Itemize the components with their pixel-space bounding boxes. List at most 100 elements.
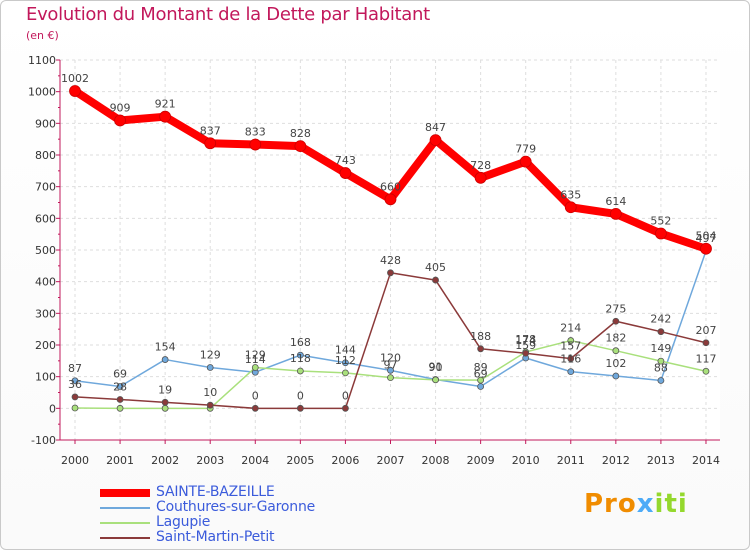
data-point-s0-10: [519, 155, 532, 168]
data-label-s2-13: 149: [650, 342, 671, 355]
data-label-s2-14: 117: [695, 352, 716, 365]
data-label-s0-7: 660: [380, 180, 401, 193]
data-label-s1-6: 144: [335, 344, 356, 357]
data-label-s3-11: 157: [560, 340, 581, 353]
data-point-s1-7: [387, 366, 394, 374]
legend-item-0: SAINTE-BAZEILLE: [100, 484, 400, 500]
data-label-s0-3: 837: [200, 124, 221, 137]
x-tick-label: 2005: [286, 454, 314, 467]
chart-title: Evolution du Montant de la Dette par Hab…: [26, 4, 430, 25]
legend-label: SAINTE-BAZEILLE: [156, 484, 275, 500]
data-point-s2-2: [161, 404, 169, 412]
data-label-s1-12: 102: [605, 357, 626, 370]
chart-legend: SAINTE-BAZEILLE Couthures-sur-Garonne Lagu…: [100, 484, 400, 545]
data-label-s3-2: 19: [158, 383, 172, 396]
data-label-s2-10: 178: [515, 333, 536, 346]
data-label-s2-6: 112: [335, 354, 356, 367]
data-point-s3-11: [567, 355, 575, 363]
legend-label: Couthures-sur-Garonne: [156, 499, 316, 515]
data-point-s0-12: [609, 207, 622, 220]
legend-swatch: [100, 507, 150, 509]
data-label-s3-7: 428: [380, 254, 401, 267]
data-point-s1-6: [342, 359, 349, 367]
data-point-s2-4: [251, 364, 259, 371]
y-tick-label: 1100: [28, 54, 56, 67]
data-point-s0-3: [204, 137, 217, 150]
data-label-s0-0: 1002: [61, 72, 89, 85]
data-point-s0-4: [249, 138, 262, 151]
data-point-s1-2: [161, 356, 169, 363]
data-label-s3-9: 188: [470, 330, 491, 343]
data-point-s1-11: [567, 368, 575, 376]
x-tick-label: 2011: [557, 454, 585, 467]
y-tick-label: 300: [35, 307, 56, 320]
data-point-s3-9: [477, 345, 485, 353]
data-point-s1-3: [206, 364, 214, 371]
data-point-s0-14: [700, 242, 712, 255]
data-label-s3-10: 174: [515, 334, 536, 347]
data-point-s0-0: [69, 85, 81, 97]
data-label-s0-6: 743: [335, 154, 356, 167]
data-point-s1-13: [657, 377, 665, 384]
data-point-s0-5: [294, 140, 307, 153]
data-point-s3-6: [342, 404, 349, 412]
legend-item-2: Lagupie: [100, 514, 400, 530]
x-tick-label: 2000: [61, 454, 89, 467]
data-point-s3-3: [206, 401, 214, 409]
data-point-s2-12: [612, 347, 620, 355]
data-point-s3-13: [657, 328, 665, 336]
y-tick-label: 0: [49, 402, 56, 415]
data-label-s3-14: 207: [695, 324, 716, 337]
data-label-s2-12: 182: [605, 332, 626, 345]
data-label-s0-11: 635: [560, 188, 581, 201]
proxiti-logo: Proxiti: [584, 489, 688, 519]
data-label-s0-10: 779: [515, 143, 536, 156]
data-label-s1-3: 129: [200, 348, 221, 361]
data-point-s0-8: [429, 134, 442, 147]
x-tick-label: 2003: [196, 454, 224, 467]
data-label-s2-4: 129: [245, 348, 266, 361]
data-point-s1-5: [296, 351, 304, 359]
data-point-s0-6: [339, 167, 352, 179]
data-point-s0-2: [159, 110, 172, 123]
data-label-s3-13: 242: [650, 313, 671, 326]
data-point-s3-0: [71, 393, 79, 401]
y-tick-label: -100: [31, 434, 56, 447]
data-label-s0-9: 728: [470, 159, 491, 172]
data-point-s1-9: [477, 383, 485, 390]
data-point-s2-5: [296, 367, 304, 375]
data-point-s0-9: [474, 171, 487, 184]
data-point-s3-14: [702, 339, 710, 347]
data-point-s3-8: [432, 276, 439, 284]
data-label-s0-2: 921: [155, 98, 176, 111]
data-label-s1-1: 69: [113, 367, 127, 380]
x-tick-label: 2007: [376, 454, 404, 467]
data-point-s3-1: [116, 396, 124, 403]
legend-swatch: [100, 522, 150, 524]
data-label-s1-9: 69: [474, 367, 488, 380]
data-point-s0-7: [384, 193, 397, 206]
data-point-s3-5: [296, 404, 304, 412]
data-label-s3-4: 0: [252, 389, 259, 402]
x-tick-label: 2012: [602, 454, 630, 467]
data-label-s1-14: 497: [695, 232, 716, 245]
data-label-s1-11: 116: [560, 353, 581, 366]
y-tick-label: 500: [35, 244, 56, 257]
y-tick-label: 400: [35, 276, 56, 289]
data-label-s3-12: 275: [605, 302, 626, 315]
data-point-s1-12: [612, 372, 620, 380]
legend-label: Saint-Martin-Petit: [156, 529, 275, 545]
x-tick-label: 2008: [422, 454, 450, 467]
data-label-s0-4: 833: [245, 126, 266, 139]
x-tick-label: 2002: [151, 454, 179, 467]
data-label-s1-10: 159: [515, 339, 536, 352]
data-point-s1-0: [71, 377, 79, 385]
data-label-s0-12: 614: [605, 195, 626, 208]
y-tick-label: 900: [35, 117, 56, 130]
data-label-s1-8: 91: [429, 361, 443, 374]
data-point-s3-10: [522, 349, 530, 357]
data-label-s0-8: 847: [425, 121, 446, 134]
data-point-s0-13: [655, 227, 667, 240]
y-tick-label: 1000: [28, 86, 56, 99]
y-tick-label: 100: [35, 371, 56, 384]
